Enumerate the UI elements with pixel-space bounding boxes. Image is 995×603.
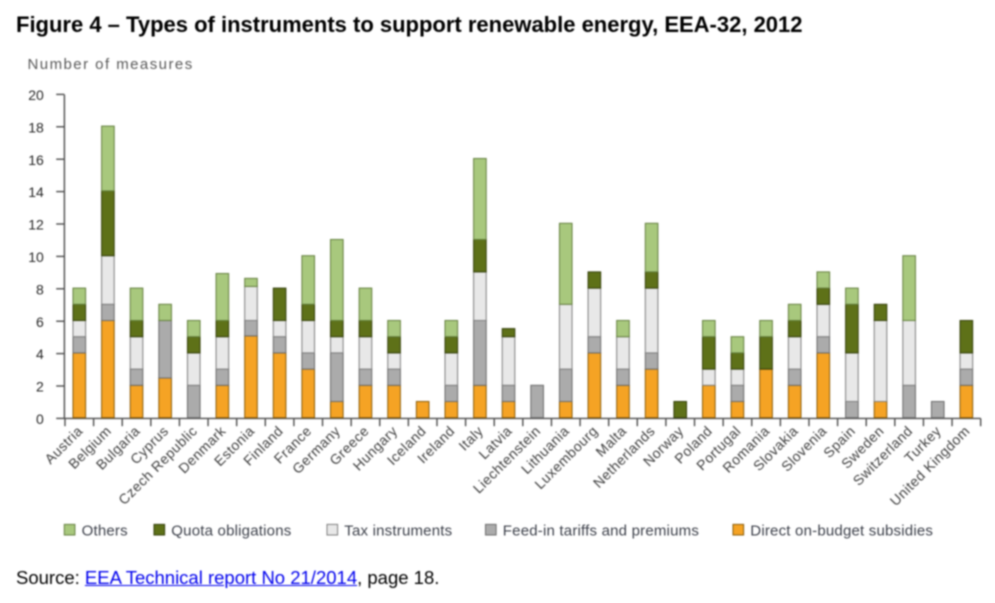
svg-text:16: 16	[28, 152, 44, 168]
svg-text:Others: Others	[82, 523, 128, 540]
svg-text:12: 12	[28, 217, 44, 233]
svg-text:4: 4	[36, 346, 44, 362]
svg-text:Tax instruments: Tax instruments	[344, 523, 452, 540]
svg-text:Feed-in tariffs and premiums: Feed-in tariffs and premiums	[503, 523, 699, 540]
svg-text:14: 14	[28, 184, 44, 200]
svg-text:Direct on-budget subsidies: Direct on-budget subsidies	[750, 523, 933, 540]
svg-text:8: 8	[36, 281, 44, 297]
svg-text:0: 0	[36, 411, 44, 427]
svg-text:Quota obligations: Quota obligations	[171, 523, 291, 540]
svg-text:18: 18	[28, 119, 44, 135]
svg-text:6: 6	[36, 314, 44, 330]
svg-text:10: 10	[28, 249, 44, 265]
svg-text:2: 2	[36, 379, 44, 395]
svg-text:20: 20	[28, 87, 44, 103]
